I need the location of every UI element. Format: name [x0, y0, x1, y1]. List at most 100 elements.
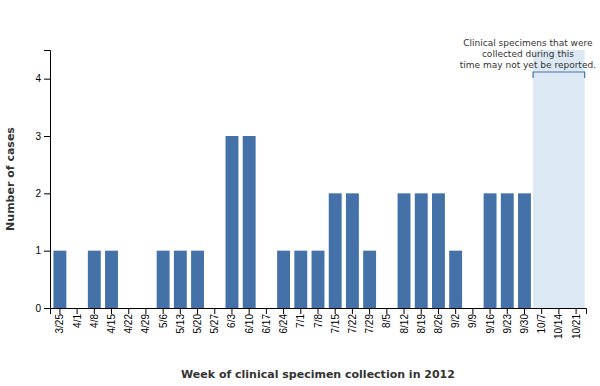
- x-tick: 5/27: [209, 308, 220, 333]
- highlight-span: [533, 50, 585, 308]
- bar: [157, 251, 170, 308]
- bar: [380, 308, 393, 309]
- bar: [535, 308, 548, 309]
- x-tick-label: 6/17: [261, 314, 272, 334]
- x-tick: 4/22: [123, 308, 134, 333]
- x-tick-label: 5/13: [175, 314, 186, 334]
- x-tick: 8/26: [433, 308, 444, 333]
- x-tick-mark: [318, 308, 319, 314]
- x-tick: 4/8: [89, 308, 100, 328]
- x-tick-label: 4/1: [72, 314, 83, 328]
- x-tick-label: 7/1: [295, 314, 306, 328]
- x-tick-label: 10/14: [553, 314, 564, 339]
- y-axis-line: [44, 51, 51, 309]
- x-tick: 4/15: [106, 308, 117, 333]
- bar: [88, 251, 101, 308]
- x-tick: 5/13: [175, 308, 186, 333]
- x-tick: 10/14: [553, 308, 564, 339]
- x-tick: 5/20: [192, 308, 203, 333]
- bar: [432, 193, 445, 308]
- x-tick-label: 4/22: [123, 314, 134, 334]
- x-axis-line: [51, 309, 587, 315]
- y-tick: 1: [35, 245, 50, 256]
- x-tick-mark: [369, 308, 370, 314]
- bar: [398, 193, 411, 308]
- x-tick: 6/10: [244, 308, 255, 333]
- plot-area: 3/25 4/1 4/8 4/15 4/22 4/29 5/6 5/13 5/20 5/27 6/3…: [35, 38, 596, 339]
- x-tick-label: 3/25: [54, 314, 65, 334]
- x-tick-label: 9/30: [519, 314, 530, 334]
- y-tick-mark: [44, 308, 50, 309]
- y-axis-title: Number of cases: [4, 127, 17, 231]
- y-tick: 0: [35, 303, 50, 314]
- y-axis: 01234: [35, 51, 50, 314]
- x-tick-label: 8/19: [416, 314, 427, 334]
- x-tick-mark: [59, 308, 60, 314]
- x-tick-mark: [163, 308, 164, 314]
- y-tick-label: 2: [35, 188, 41, 199]
- x-tick-mark: [94, 308, 95, 314]
- x-tick: 6/24: [278, 308, 289, 333]
- x-tick: 9/30: [519, 308, 530, 333]
- bar: [466, 308, 479, 309]
- bar: [552, 308, 565, 309]
- x-tick-mark: [111, 308, 112, 314]
- x-tick-label: 9/9: [467, 314, 478, 328]
- bar: [449, 251, 462, 308]
- x-tick-mark: [145, 308, 146, 314]
- x-tick: 9/2: [450, 308, 461, 328]
- x-tick: 4/1: [72, 308, 83, 328]
- x-tick-label: 6/3: [226, 314, 237, 328]
- x-tick-label: 8/12: [399, 314, 410, 334]
- x-tick-label: 10/7: [536, 314, 547, 334]
- x-tick-mark: [472, 308, 473, 314]
- x-tick: 6/17: [261, 308, 272, 333]
- y-tick-mark: [44, 193, 50, 194]
- x-tick-label: 4/15: [106, 314, 117, 334]
- x-tick-label: 4/29: [140, 314, 151, 334]
- bar: [226, 136, 239, 308]
- x-tick-label: 5/6: [158, 314, 169, 328]
- x-tick-mark: [266, 308, 267, 314]
- y-tick: 2: [35, 188, 50, 199]
- x-tick: 9/23: [502, 308, 513, 333]
- x-tick-mark: [455, 308, 456, 314]
- x-tick-mark: [214, 308, 215, 314]
- x-tick-mark: [283, 308, 284, 314]
- x-tick: 7/22: [347, 308, 358, 333]
- x-tick: 10/7: [536, 308, 547, 333]
- x-tick: 10/21: [571, 308, 582, 339]
- x-tick-mark: [404, 308, 405, 314]
- annotation: Clinical specimens that werecollected du…: [460, 38, 596, 70]
- x-tick-mark: [180, 308, 181, 314]
- y-tick-mark: [44, 79, 50, 80]
- x-tick-label: 5/27: [209, 314, 220, 334]
- bar: [415, 193, 428, 308]
- x-tick-label: 6/10: [244, 314, 255, 334]
- bar: [294, 251, 307, 308]
- x-tick-label: 4/8: [89, 314, 100, 328]
- bar: [260, 308, 273, 309]
- bracket: [533, 72, 585, 78]
- bar: [105, 251, 118, 308]
- bar: [243, 136, 256, 308]
- annotation-line: Clinical specimens that were: [463, 38, 593, 48]
- bar: [501, 193, 514, 308]
- x-tick-mark: [541, 308, 542, 314]
- x-tick-label: 9/16: [485, 314, 496, 334]
- y-tick-label: 3: [35, 131, 41, 142]
- x-tick: 4/29: [140, 308, 151, 333]
- x-tick-mark: [352, 308, 353, 314]
- bar: [312, 251, 325, 308]
- x-tick: 9/9: [467, 308, 478, 328]
- annotation-line: collected during this: [482, 49, 574, 59]
- x-tick-mark: [128, 308, 129, 314]
- marks: [53, 50, 584, 308]
- y-tick-mark: [44, 136, 50, 137]
- bar: [71, 308, 84, 309]
- x-tick-mark: [507, 308, 508, 314]
- y-tick-mark: [44, 251, 50, 252]
- x-tick-mark: [77, 308, 78, 314]
- x-tick-label: 10/21: [571, 314, 582, 339]
- bar: [363, 251, 376, 308]
